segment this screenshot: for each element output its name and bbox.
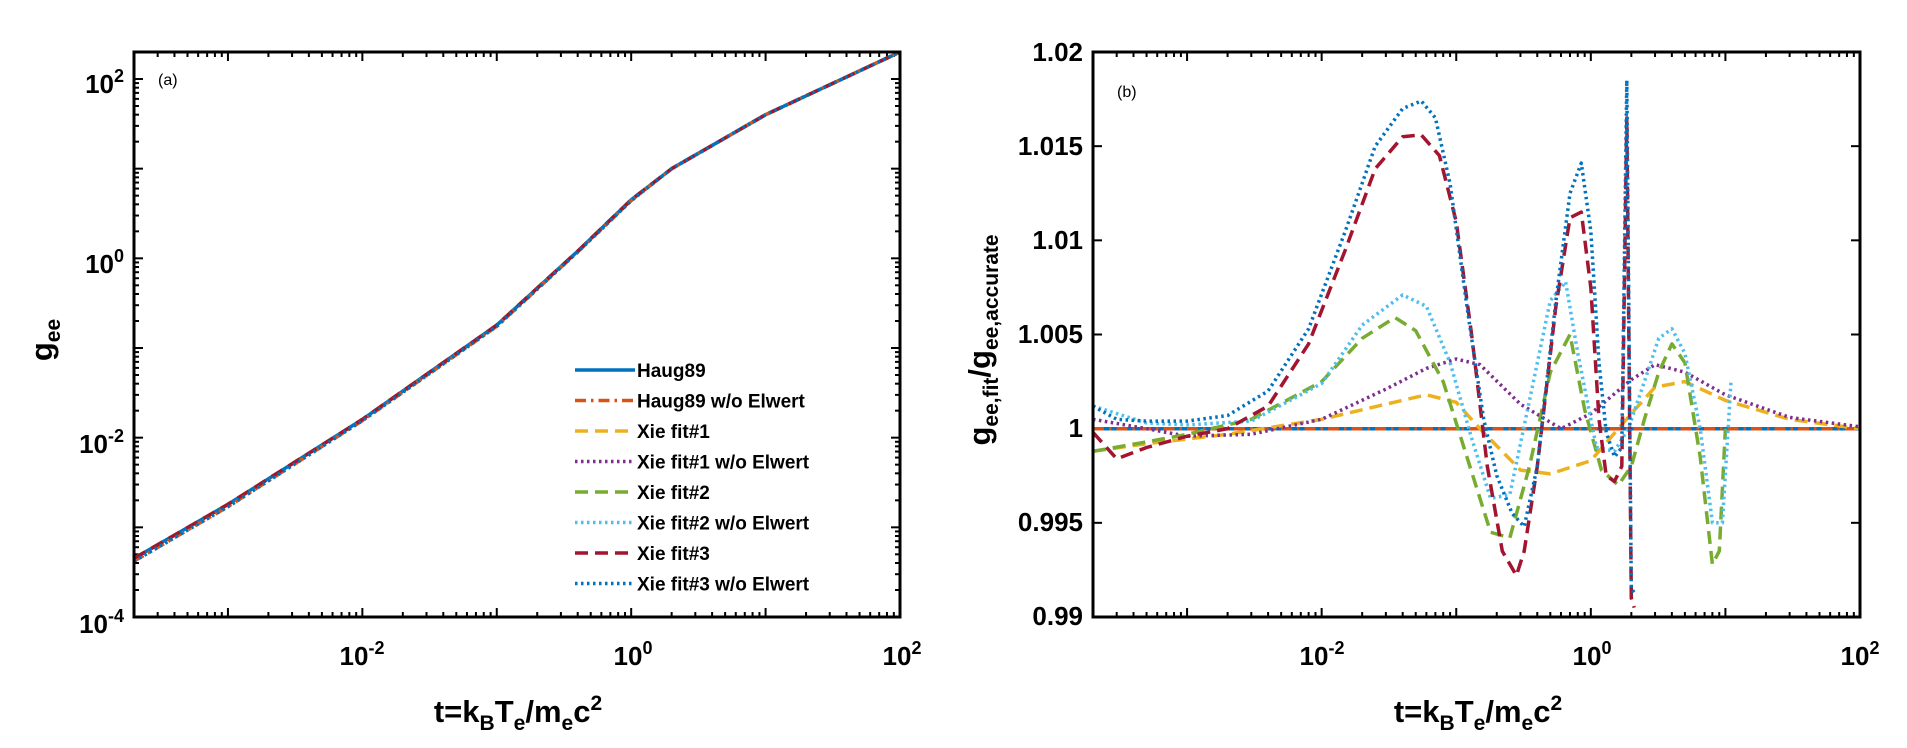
legend: Haug89 Haug89 w/o Elwert Xie fit#1 Xie fit#… [575,361,810,596]
legend-label: Xie fit#2 [637,483,710,504]
b-ytick-label: 0.99 [1032,601,1083,631]
b-xtick-label: 10-2 [1300,638,1345,671]
legend-label: Xie fit#3 w/o Elwert [637,575,810,596]
b-ytick-label: 1.02 [1032,37,1083,67]
a-ytick-label: 10-2 [79,426,124,459]
panel-b-frame [1091,50,1862,619]
panel-b: 1.02 1.015 1.01 1.005 1 0.995 0.99 10-2 … [962,37,1879,735]
b-ytick-label: 1.005 [1018,319,1083,349]
legend-entry: Xie fit#3 [575,544,710,565]
b-series-xie-fit-2 [1093,315,1728,567]
b-xaxis-label: t=kBTe/mec2 [1394,692,1562,735]
a-xtick-label: 100 [614,638,653,671]
panel-a: 102 100 10-2 10-4 10-2 100 102 (a) t=kBT… [24,50,922,735]
b-xtick-label: 102 [1841,638,1880,671]
a-xaxis-label: t=kBTe/mec2 [434,692,602,735]
a-yaxis-label: gee [24,319,65,361]
legend-label: Haug89 [637,361,706,382]
b-yaxis-label: gee,fit/gee,accurate [962,234,1003,445]
legend-entry: Xie fit#2 [575,483,710,504]
legend-entry: Haug89 [575,361,706,382]
panel-b-label: (b) [1117,84,1137,101]
b-ytick-label: 1.015 [1018,131,1083,161]
legend-label: Haug89 w/o Elwert [637,392,806,413]
legend-entry: Xie fit#3 w/o Elwert [575,575,810,596]
a-xtick-label: 10-2 [340,638,385,671]
b-series-xie-fit-1-w-o-elwert [1093,357,1860,438]
b-ytick-label: 1 [1069,413,1083,443]
legend-label: Xie fit#1 w/o Elwert [637,453,810,474]
legend-entry: Haug89 w/o Elwert [575,392,806,413]
panel-b-series [1093,78,1860,609]
legend-label: Xie fit#1 [637,422,710,443]
legend-entry: Xie fit#1 w/o Elwert [575,453,810,474]
panel-a-frame [132,50,902,619]
a-xtick-label: 102 [883,638,922,671]
a-ytick-label: 102 [85,66,124,99]
legend-entry: Xie fit#1 [575,422,710,443]
b-series-xie-fit-2-w-o-elwert [1093,280,1733,525]
b-series-xie-fit-3 [1093,116,1636,609]
a-series-xie-fit-3-w-o-elwert [134,52,900,563]
b-ytick-label: 1.01 [1032,225,1083,255]
b-xtick-label: 100 [1573,638,1612,671]
b-ytick-label: 0.995 [1018,507,1083,537]
a-ytick-label: 100 [85,246,124,279]
legend-label: Xie fit#3 [637,544,710,565]
panel-a-label: (a) [158,72,178,89]
legend-entry: Xie fit#2 w/o Elwert [575,514,810,535]
panel-a-series [134,52,900,563]
a-ytick-label: 10-4 [79,606,124,639]
b-series-xie-fit-3-w-o-elwert [1093,78,1636,594]
b-series-xie-fit-1 [1093,379,1860,476]
legend-label: Xie fit#2 w/o Elwert [637,514,810,535]
